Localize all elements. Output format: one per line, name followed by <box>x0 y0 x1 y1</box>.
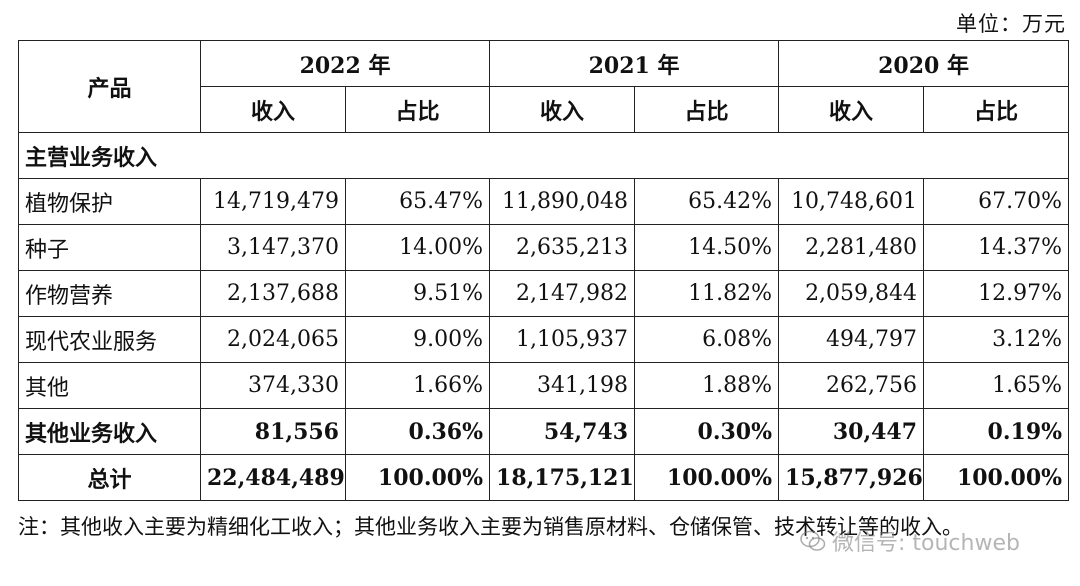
row-label: 现代农业服务 <box>18 316 201 363</box>
cell-income-2021: 11,890,048 <box>489 178 636 225</box>
data-rows: 植物保护 14,719,479 65.47% 11,890,048 65.42% 10,7… <box>18 178 1070 409</box>
cell-income-2022: 3,147,370 <box>200 224 346 271</box>
cell-income-2022: 374,330 <box>200 362 346 409</box>
cell-income-2020: 2,281,480 <box>778 224 925 271</box>
section-main-label: 主营业务收入 <box>17 132 1070 179</box>
cell-share-2020: 67.70% <box>923 178 1070 225</box>
cell-share-2021: 11.82% <box>634 270 780 317</box>
cell-share-2020: 1.65% <box>923 362 1070 409</box>
cell-share-2022: 14.00% <box>344 224 491 271</box>
table-row: 现代农业服务 2,024,065 9.00% 1,105,937 6.08% 494,79… <box>18 316 1070 363</box>
cell-share-2021: 0.30% <box>634 408 780 455</box>
header-share: 占比 <box>344 86 491 133</box>
table-row: 其他 374,330 1.66% 341,198 1.88% 262,756 1.65% <box>18 362 1070 409</box>
cell-income-2021: 54,743 <box>489 408 636 455</box>
row-label: 总计 <box>18 454 201 501</box>
table-row: 植物保护 14,719,479 65.47% 11,890,048 65.42% 10,7… <box>18 178 1070 225</box>
total-row: 总计 22,484,489 100.00% 18,175,121 100.00%… <box>18 454 1070 501</box>
cell-share-2021: 1.88% <box>634 362 780 409</box>
header-year-2022: 2022 年 <box>199 40 491 87</box>
row-label: 其他业务收入 <box>18 408 201 455</box>
cell-income-2022: 22,484,489 <box>200 454 346 501</box>
cell-share-2020: 14.37% <box>923 224 1070 271</box>
wechat-watermark: 微信号: touchweb <box>800 525 1020 557</box>
header-income: 收入 <box>489 86 636 133</box>
cell-income-2020: 30,447 <box>778 408 925 455</box>
cell-share-2022: 9.51% <box>344 270 491 317</box>
cell-share-2021: 65.42% <box>634 178 780 225</box>
cell-income-2021: 2,635,213 <box>489 224 636 271</box>
cell-income-2022: 2,137,688 <box>200 270 346 317</box>
cell-share-2020: 3.12% <box>923 316 1070 363</box>
wechat-icon <box>800 530 826 552</box>
header-year-2021: 2021 年 <box>489 40 780 87</box>
row-label: 种子 <box>18 224 201 271</box>
cell-share-2020: 100.00% <box>923 454 1070 501</box>
header-product: 产品 <box>18 40 201 133</box>
cell-share-2022: 1.66% <box>344 362 491 409</box>
cell-share-2022: 100.00% <box>344 454 491 501</box>
cell-income-2020: 15,877,926 <box>778 454 925 501</box>
other-business-row: 其他业务收入 81,556 0.36% 54,743 0.30% 30,447 … <box>18 408 1070 455</box>
cell-share-2021: 14.50% <box>634 224 780 271</box>
cell-share-2022: 65.47% <box>344 178 491 225</box>
header-row-years: 产品 2022 年 2021 年 2020 年 <box>18 40 1070 133</box>
header-income: 收入 <box>778 86 925 133</box>
cell-income-2022: 81,556 <box>200 408 346 455</box>
cell-share-2022: 0.36% <box>344 408 491 455</box>
unit-label: 单位：万元 <box>956 12 1066 36</box>
header-year-2020: 2020 年 <box>778 40 1070 87</box>
header-share: 占比 <box>923 86 1070 133</box>
row-label: 作物营养 <box>18 270 201 317</box>
table-footnote: 注：其他收入主要为精细化工收入；其他业务收入主要为销售原材料、仓储保管、技术转让… <box>18 515 963 539</box>
cell-income-2020: 10,748,601 <box>778 178 925 225</box>
cell-share-2021: 6.08% <box>634 316 780 363</box>
cell-income-2020: 494,797 <box>778 316 925 363</box>
cell-income-2021: 1,105,937 <box>489 316 636 363</box>
cell-share-2021: 100.00% <box>634 454 780 501</box>
cell-share-2020: 0.19% <box>923 408 1070 455</box>
cell-income-2021: 18,175,121 <box>489 454 636 501</box>
cell-income-2022: 2,024,065 <box>200 316 346 363</box>
row-label: 其他 <box>18 362 201 409</box>
cell-income-2021: 341,198 <box>489 362 636 409</box>
cell-share-2020: 12.97% <box>923 270 1070 317</box>
header-share: 占比 <box>634 86 780 133</box>
table-row: 种子 3,147,370 14.00% 2,635,213 14.50% 2,281,48… <box>18 224 1070 271</box>
cell-income-2020: 2,059,844 <box>778 270 925 317</box>
table-row: 作物营养 2,137,688 9.51% 2,147,982 11.82% 2,059,8… <box>18 270 1070 317</box>
cell-income-2021: 2,147,982 <box>489 270 636 317</box>
revenue-table: 产品 2022 年 2021 年 2020 年 收入 占比 收入 占比 收入 占… <box>17 40 1070 501</box>
cell-income-2020: 262,756 <box>778 362 925 409</box>
header-income: 收入 <box>200 86 346 133</box>
row-label: 植物保护 <box>18 178 201 225</box>
section-row-main: 主营业务收入 <box>17 132 1070 179</box>
watermark-text: 微信号: touchweb <box>832 531 1020 556</box>
cell-share-2022: 9.00% <box>344 316 491 363</box>
cell-income-2022: 14,719,479 <box>200 178 346 225</box>
